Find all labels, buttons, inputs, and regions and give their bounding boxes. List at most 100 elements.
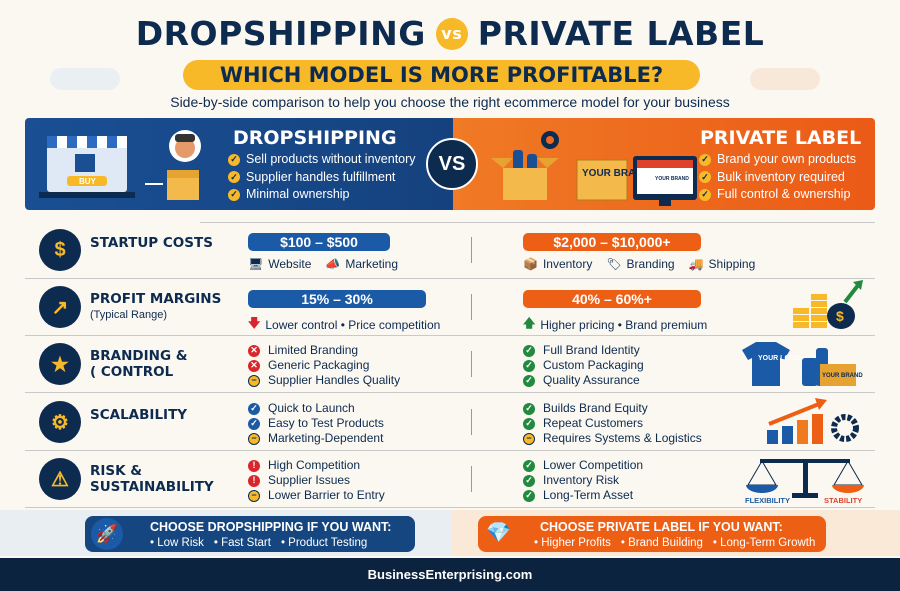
x-circle-icon: ✕ xyxy=(248,344,260,357)
storefront-illustration: BUY xyxy=(39,130,201,200)
bullet: ✓ Sell products without inventory xyxy=(228,151,416,169)
check-circle-icon: ✓ xyxy=(248,402,260,415)
criteria-item: − Supplier Handles Quality xyxy=(248,373,400,388)
row-divider xyxy=(25,507,875,508)
check-circle-icon: ✓ xyxy=(523,474,535,487)
check-icon: ✓ xyxy=(228,171,240,184)
criteria-text: Easy to Test Products xyxy=(268,416,384,430)
hero-right-bullets: ✓ Brand your own products ✓ Bulk inventory… xyxy=(699,151,856,204)
rocket-icon: 🚀 xyxy=(91,518,123,550)
row-title-line2: ( CONTROL xyxy=(90,364,174,380)
cost-item-label: Inventory xyxy=(542,257,593,271)
hero-left-title: DROPSHIPPING xyxy=(233,127,397,149)
right-margin-note: 🡅 Higher pricing • Brand premium xyxy=(523,314,707,335)
hero-private-label: YOUR BRAND YOUR BRAND PRIVATE LABEL ✓ Bra… xyxy=(453,118,875,210)
vs-badge: vs xyxy=(435,17,468,50)
check-circle-icon: ✓ xyxy=(523,459,535,472)
criteria-item: ✓ Lower Competition xyxy=(523,458,643,473)
criteria-text: Quick to Launch xyxy=(268,401,355,415)
right-criteria-list: ✓ Builds Brand Equity ✓ Repeat Customers − Re… xyxy=(523,401,702,446)
megaphone-icon: 📣 xyxy=(325,257,341,271)
bullet-text: Full control & ownership xyxy=(717,187,851,201)
criteria-item: ✓ Quick to Launch xyxy=(248,401,384,416)
question-banner: WHICH MODEL IS MORE PROFITABLE? xyxy=(183,60,700,90)
money-bag-illustration: $ xyxy=(793,280,863,329)
diamond-icon: 💎 xyxy=(486,522,511,544)
bullet: ✓ Brand your own products xyxy=(699,151,856,169)
cta-dropshipping: 🚀 CHOOSE DROPSHIPPING IF YOU WANT: • Low… xyxy=(85,516,415,552)
scale-up-icon: ⚙ xyxy=(39,401,81,443)
column-divider xyxy=(471,294,472,320)
growth-chart-icon: ↗ xyxy=(39,286,81,328)
minus-circle-icon: − xyxy=(248,374,260,387)
check-circle-icon: ✓ xyxy=(523,374,535,387)
bullet: ✓ Full control & ownership xyxy=(699,186,856,204)
criteria-item: ✓ Custom Packaging xyxy=(523,358,644,373)
cta-item: • Brand Building xyxy=(620,537,703,549)
row-title: RISK & xyxy=(90,463,143,479)
check-circle-icon: ✓ xyxy=(248,417,260,430)
cta-text: CHOOSE PRIVATE LABEL IF YOU WANT: • High… xyxy=(534,520,816,549)
check-icon: ✓ xyxy=(228,188,240,201)
check-icon: ✓ xyxy=(699,171,711,184)
cost-item-label: Shipping xyxy=(708,257,756,271)
criteria-text: Supplier Handles Quality xyxy=(268,373,401,387)
criteria-text: Limited Branding xyxy=(268,343,359,357)
minus-circle-icon: − xyxy=(248,489,260,502)
title-right: PRIVATE LABEL xyxy=(477,14,765,53)
cta-item: • Product Testing xyxy=(280,537,368,549)
column-divider xyxy=(471,466,472,492)
title-left: DROPSHIPPING xyxy=(135,14,426,53)
check-circle-icon: ✓ xyxy=(523,344,535,357)
criteria-text: Requires Systems & Logistics xyxy=(543,431,702,445)
hero-dropshipping: BUY DROPSHIPPING ✓ Sell products without … xyxy=(25,118,453,210)
criteria-text: Lower Barrier to Entry xyxy=(268,488,385,502)
column-divider xyxy=(471,351,472,377)
row-label: SCALABILITY xyxy=(90,407,187,423)
check-circle-icon: ✓ xyxy=(523,402,535,415)
cost-item: 📦 Inventory xyxy=(523,257,592,271)
cta-title: CHOOSE PRIVATE LABEL IF YOU WANT: xyxy=(540,520,783,534)
criteria-item: − Marketing-Dependent xyxy=(248,431,384,446)
cloud-decoration xyxy=(750,68,820,90)
criteria-text: Marketing-Dependent xyxy=(268,431,384,445)
cost-item-label: Marketing xyxy=(345,257,399,271)
cost-item: 🚚 Shipping xyxy=(689,257,756,271)
bullet: ✓ Supplier handles fulfillment xyxy=(228,169,416,187)
tagline: Side-by-side comparison to help you choo… xyxy=(170,94,730,110)
cta-text: CHOOSE DROPSHIPPING IF YOU WANT: • Low R… xyxy=(150,520,391,549)
left-value-pill: 15% – 30% xyxy=(248,290,426,308)
minus-circle-icon: − xyxy=(523,432,535,445)
column-divider xyxy=(471,237,472,263)
criteria-item: ✓ Full Brand Identity xyxy=(523,343,644,358)
row-subtitle: (Typical Range) xyxy=(90,309,168,321)
row-divider xyxy=(25,392,875,393)
exclamation-icon: ! xyxy=(248,474,260,487)
left-margin-note: 🡇 Lower control • Price competition xyxy=(248,314,440,335)
check-circle-icon: ✓ xyxy=(523,489,535,502)
cta-item: • Long-Term Growth xyxy=(712,537,816,549)
box-icon: 📦 xyxy=(523,257,538,271)
left-criteria-list: ✕ Limited Branding ✕ Generic Packaging − Supp… xyxy=(248,343,400,388)
cost-item-label: Branding xyxy=(626,257,675,271)
svg-text:$: $ xyxy=(836,308,844,324)
check-icon: ✓ xyxy=(699,153,711,166)
bullet: ✓ Bulk inventory required xyxy=(699,169,856,187)
check-circle-icon: ✓ xyxy=(523,359,535,372)
bullet-text: Brand your own products xyxy=(717,152,856,166)
right-criteria-list: ✓ Lower Competition ✓ Inventory Risk ✓ Long-T… xyxy=(523,458,643,503)
cta-item: • Higher Profits xyxy=(534,537,611,549)
bullet-text: Bulk inventory required xyxy=(717,169,845,184)
branded-merch-illustration: YOUR LOGO YOUR BRAND xyxy=(742,342,863,386)
criteria-item: ✓ Long-Term Asset xyxy=(523,488,643,503)
growth-gear-illustration xyxy=(767,398,859,444)
coin-stack-icon: $ xyxy=(39,229,81,271)
truck-icon: 🚚 xyxy=(688,257,704,271)
buy-label: BUY xyxy=(79,177,97,186)
column-divider xyxy=(471,409,472,435)
criteria-text: Lower Competition xyxy=(543,458,644,472)
row-divider xyxy=(25,335,875,336)
monitor-icon: 🖥 xyxy=(248,257,264,271)
footer-site[interactable]: BusinessEnterprising.com xyxy=(0,558,900,591)
row-label: BRANDING &( CONTROL xyxy=(90,348,188,380)
